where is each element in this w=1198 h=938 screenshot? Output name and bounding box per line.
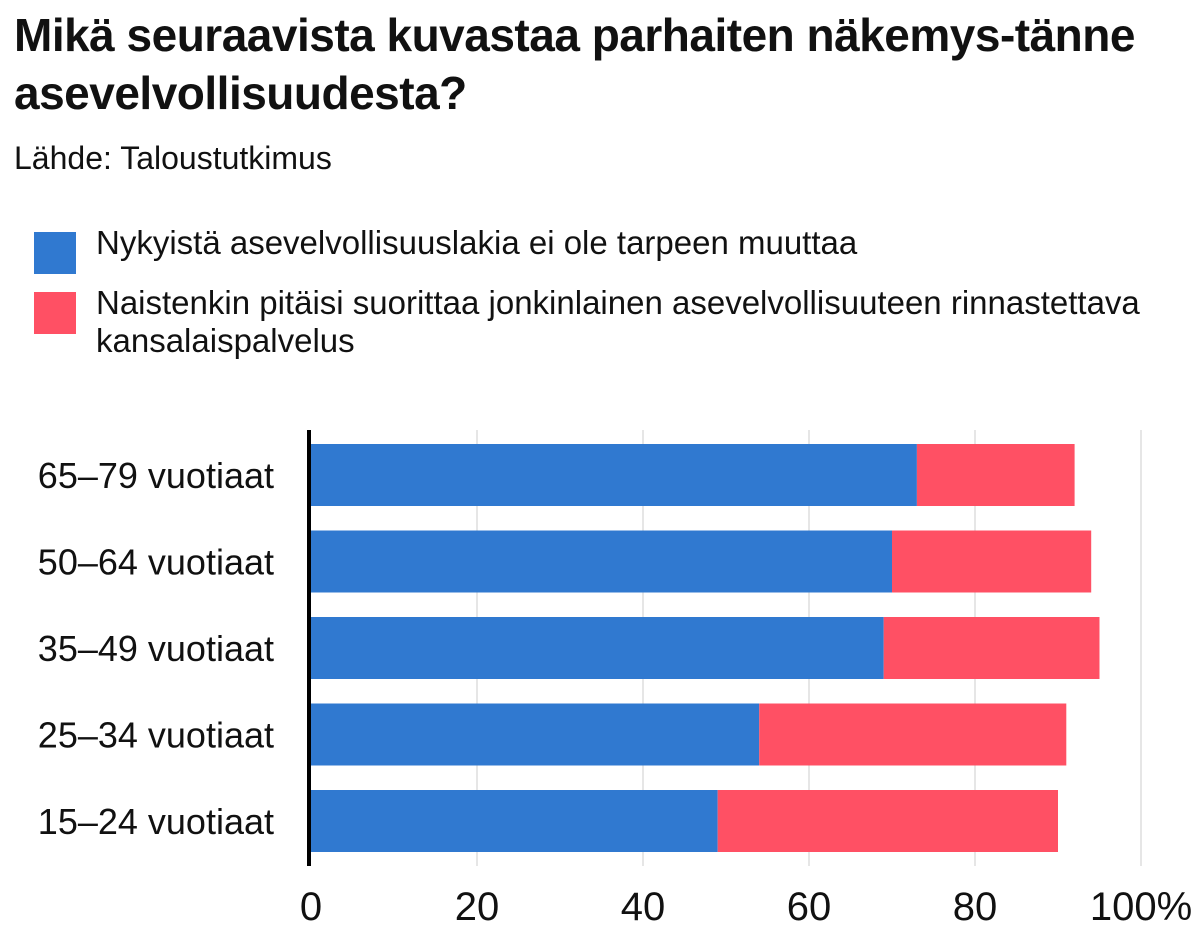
legend-swatch-series-1: [34, 232, 76, 274]
bar-segment-series-1: [311, 617, 884, 679]
legend-item-series-1: Nykyistä asevelvollisuuslakia ei ole tar…: [34, 224, 1174, 274]
category-label: 65–79 vuotiaat: [38, 455, 274, 496]
bar-segment-series-2: [892, 530, 1092, 593]
legend-label-series-2: Naistenkin pitäisi suorittaa jonkinlaine…: [96, 284, 1140, 359]
chart-subtitle: Lähde: Taloustutkimus: [14, 140, 332, 176]
category-label: 35–49 vuotiaat: [38, 628, 274, 669]
bar-segment-series-2: [916, 444, 1075, 506]
x-tick-label: 60: [787, 885, 832, 929]
x-tick-label: 100%: [1090, 885, 1192, 929]
bar-segment-series-1: [311, 530, 892, 593]
bar-segment-series-2: [759, 703, 1067, 766]
category-label: 15–24 vuotiaat: [38, 801, 274, 842]
category-label: 50–64 vuotiaat: [38, 542, 274, 583]
category-label: 25–34 vuotiaat: [38, 715, 274, 756]
legend-swatch-series-2: [34, 292, 76, 334]
legend: Nykyistä asevelvollisuuslakia ei ole tar…: [34, 224, 1174, 382]
bar-segment-series-1: [311, 790, 718, 852]
bar-segment-series-2: [883, 617, 1100, 679]
bar-segment-series-2: [717, 790, 1058, 852]
bar-segment-series-1: [311, 444, 917, 506]
x-tick-label: 80: [953, 885, 998, 929]
legend-item-series-2: Naistenkin pitäisi suorittaa jonkinlaine…: [34, 284, 1174, 360]
x-tick-label: 0: [300, 885, 322, 929]
legend-label-series-1: Nykyistä asevelvollisuuslakia ei ole tar…: [96, 224, 858, 261]
x-tick-label: 20: [455, 885, 500, 929]
chart-title: Mikä seuraavista kuvastaa parhaiten näke…: [14, 9, 1135, 119]
bar-segment-series-1: [311, 703, 760, 766]
x-tick-label: 40: [621, 885, 666, 929]
